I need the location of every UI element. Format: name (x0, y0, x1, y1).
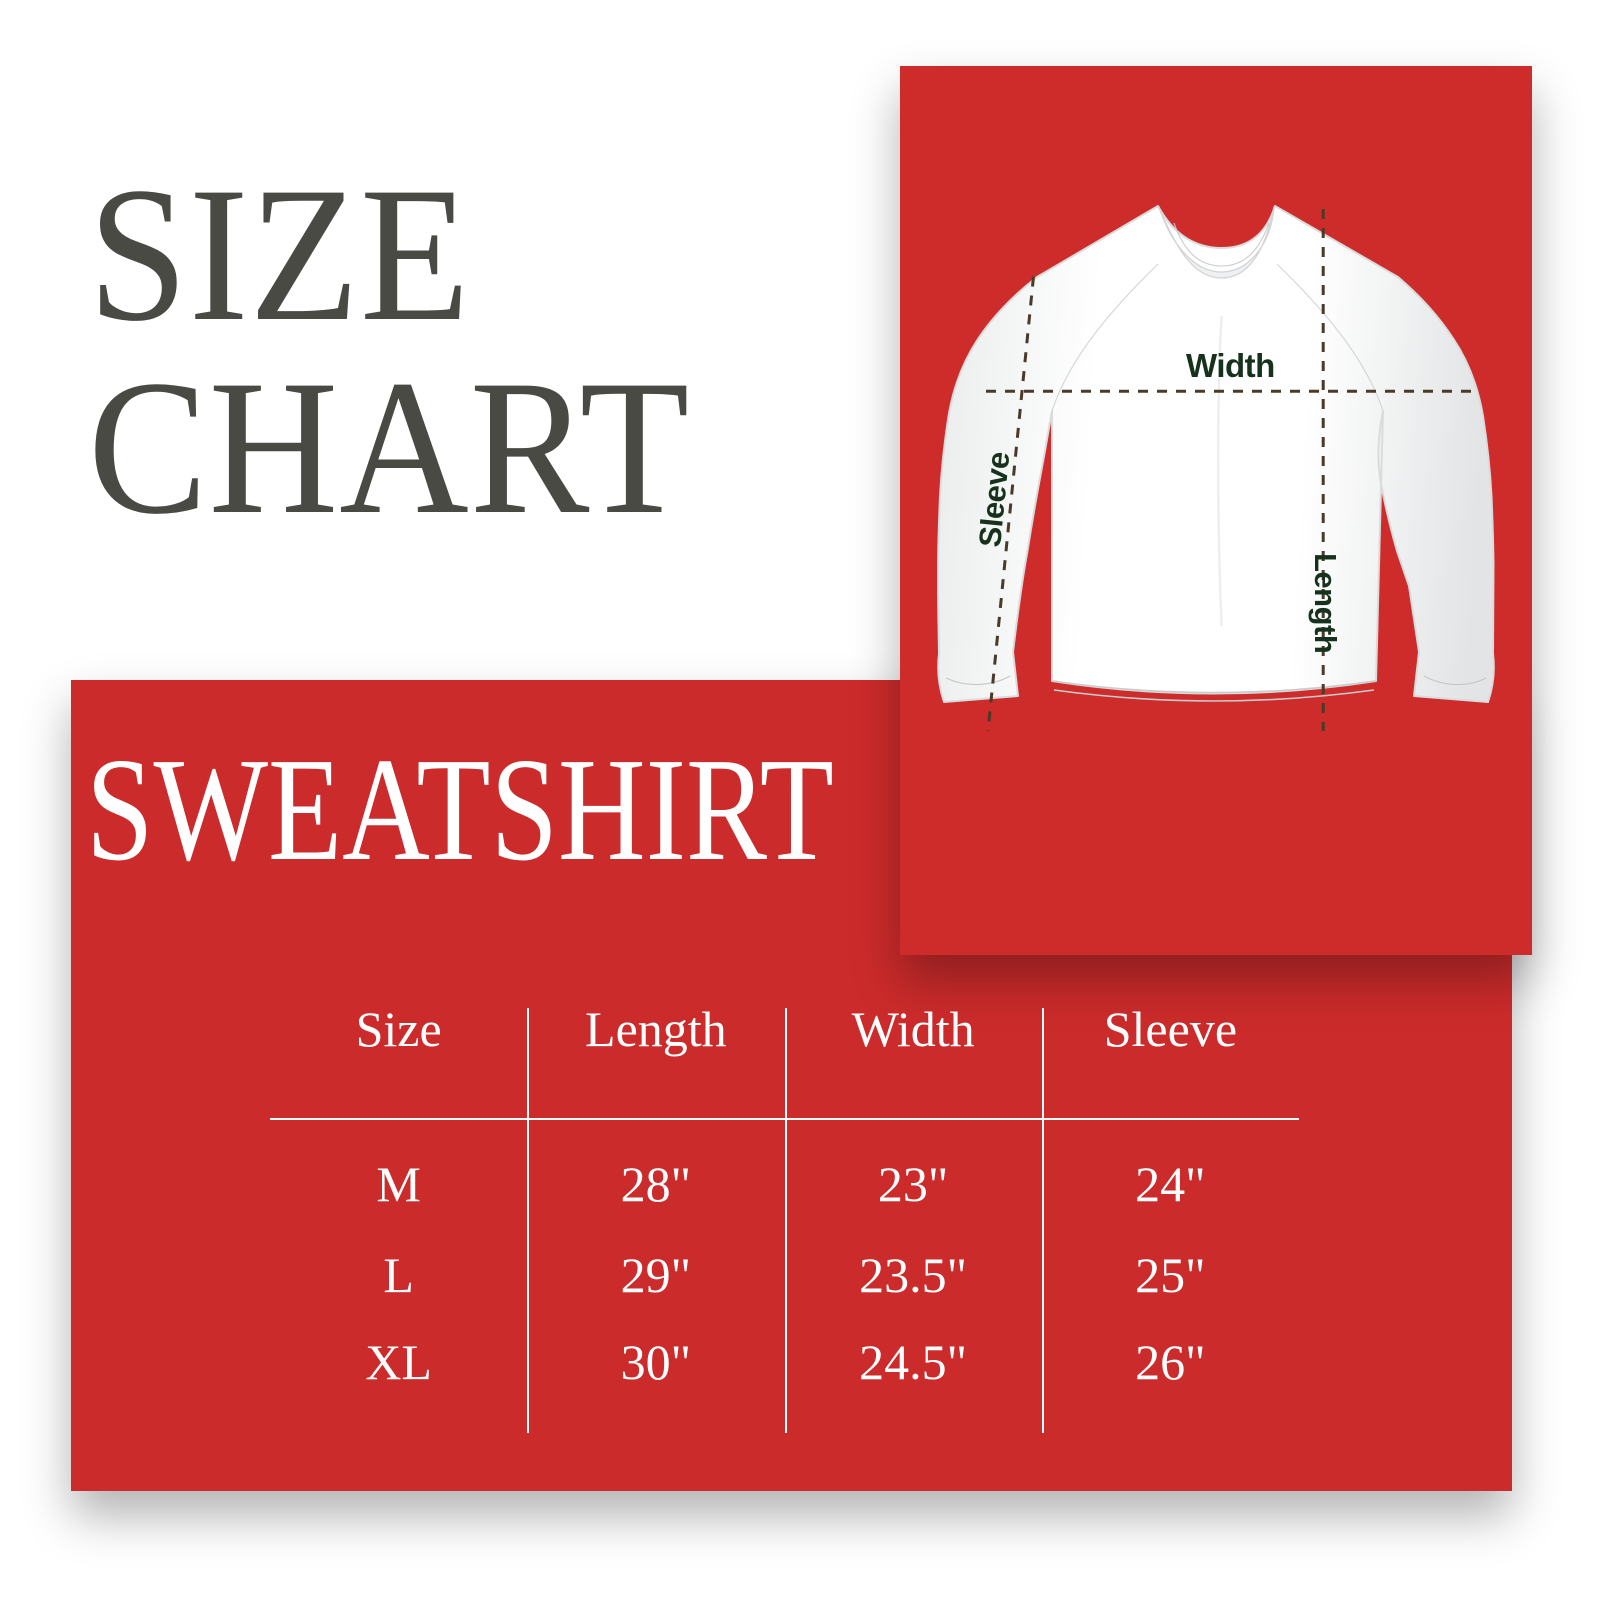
svg-text:Length: Length (1308, 553, 1343, 653)
svg-text:Width: Width (1186, 347, 1275, 384)
